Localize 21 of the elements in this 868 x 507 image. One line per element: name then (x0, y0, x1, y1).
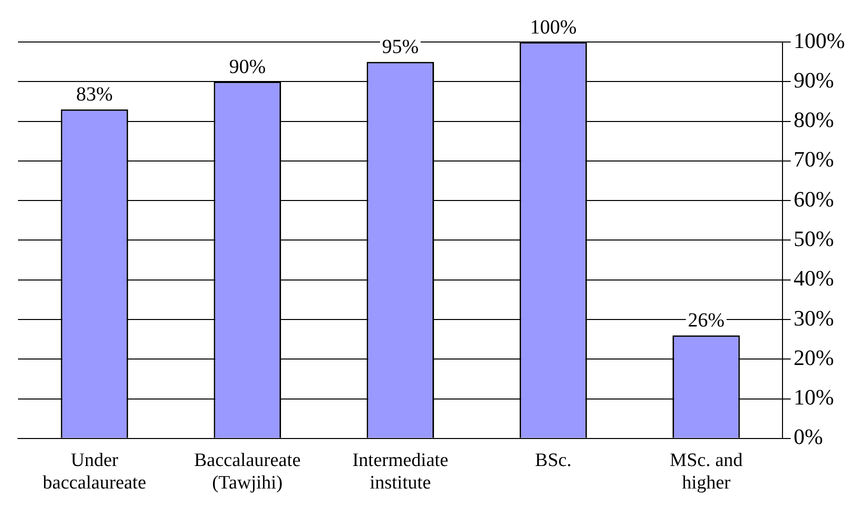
data-label: 100% (530, 16, 577, 38)
y-tick-label: 40% (794, 266, 834, 291)
x-tick-label: Intermediate institute (352, 450, 448, 494)
data-label: 95% (382, 36, 419, 58)
data-label: 90% (229, 56, 266, 78)
y-tick-label: 60% (794, 186, 834, 212)
x-tick-label: Baccalaureate (Tawjihi) (194, 450, 301, 494)
y-tick-label: 100% (794, 28, 845, 53)
y-tick-label: 20% (794, 344, 834, 370)
y-tick-label: 30% (794, 305, 834, 330)
y-tick-label: 10% (794, 384, 834, 410)
data-label: 83% (76, 84, 113, 106)
data-label: 26% (688, 310, 725, 332)
x-tick-label: BSc. (535, 450, 572, 471)
x-tick-label: MSc. and higher (670, 450, 744, 494)
y-tick-label: 50% (794, 226, 834, 251)
y-tick-label: 0% (794, 424, 823, 450)
y-tick-label: 80% (794, 107, 834, 132)
x-tick-label: Under baccalaureate (42, 450, 146, 494)
y-tick-label: 90% (794, 67, 834, 92)
y-tick-label: 70% (794, 146, 834, 172)
